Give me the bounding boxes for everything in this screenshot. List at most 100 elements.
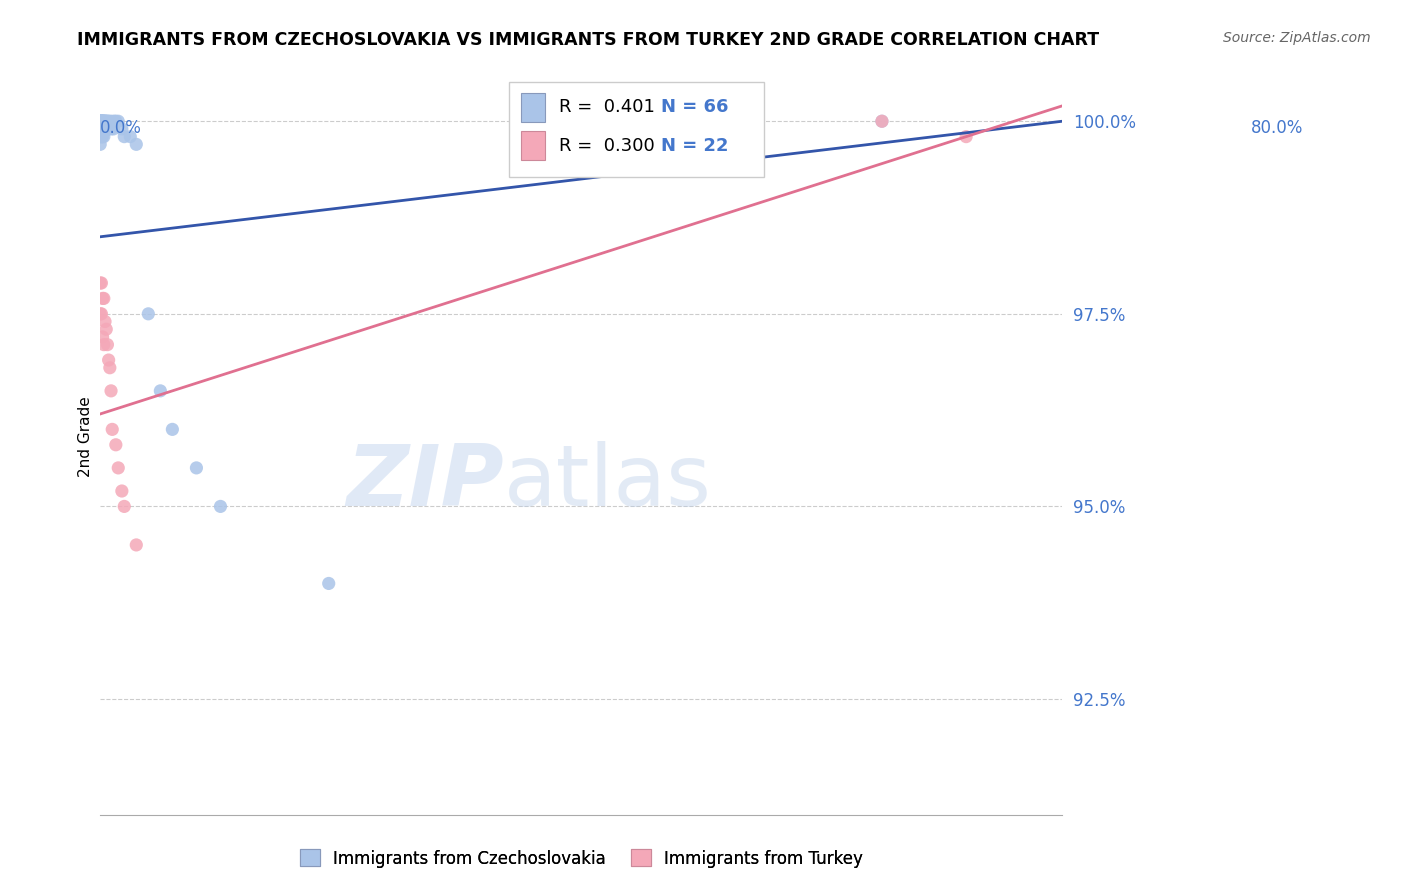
Text: N = 22: N = 22: [661, 136, 728, 154]
Point: [96, 322, 118, 336]
Point: [209, 500, 232, 514]
Point: [112, 500, 135, 514]
Point: [90, 122, 112, 136]
Point: [91, 122, 114, 136]
Point: [870, 114, 893, 128]
Point: [90, 122, 112, 136]
Point: [93, 122, 115, 136]
Point: [93, 292, 115, 306]
Point: [93, 114, 115, 128]
Point: [107, 461, 129, 475]
Text: ZIP: ZIP: [347, 441, 505, 524]
Text: Source: ZipAtlas.com: Source: ZipAtlas.com: [1223, 31, 1371, 45]
Point: [125, 538, 148, 552]
Point: [97, 122, 120, 136]
Point: [103, 122, 125, 136]
Point: [955, 129, 977, 144]
Point: [90, 114, 112, 128]
Point: [96, 122, 118, 136]
Text: R =  0.401: R = 0.401: [560, 98, 655, 116]
Point: [90, 129, 112, 144]
Point: [90, 276, 112, 290]
Point: [89, 114, 111, 128]
Point: [90, 122, 112, 136]
Point: [91, 114, 114, 128]
Point: [90, 114, 112, 128]
Point: [89, 114, 111, 128]
Text: R =  0.300: R = 0.300: [560, 136, 655, 154]
Point: [93, 129, 115, 144]
Point: [96, 122, 118, 136]
Point: [111, 483, 134, 498]
Point: [90, 307, 112, 321]
Point: [90, 114, 112, 128]
Point: [186, 461, 208, 475]
Point: [91, 114, 114, 128]
Point: [100, 122, 122, 136]
Text: IMMIGRANTS FROM CZECHOSLOVAKIA VS IMMIGRANTS FROM TURKEY 2ND GRADE CORRELATION C: IMMIGRANTS FROM CZECHOSLOVAKIA VS IMMIGR…: [77, 31, 1099, 49]
Point: [96, 114, 118, 128]
Point: [93, 114, 115, 128]
Point: [89, 129, 111, 144]
Point: [91, 292, 114, 306]
Point: [89, 276, 111, 290]
Point: [89, 114, 111, 128]
Text: N = 66: N = 66: [661, 98, 728, 116]
Point: [104, 438, 127, 452]
Point: [318, 576, 340, 591]
Point: [97, 353, 120, 368]
Point: [96, 122, 118, 136]
Point: [94, 114, 117, 128]
Point: [90, 129, 112, 144]
Point: [97, 114, 120, 128]
Point: [104, 114, 127, 128]
Point: [101, 114, 124, 128]
Point: [136, 307, 159, 321]
Point: [90, 122, 112, 136]
Point: [96, 337, 118, 351]
Point: [89, 114, 111, 128]
Point: [91, 122, 114, 136]
Y-axis label: 2nd Grade: 2nd Grade: [79, 397, 93, 477]
Point: [93, 337, 115, 351]
Point: [89, 307, 111, 321]
Point: [111, 122, 134, 136]
Point: [93, 114, 115, 128]
Point: [91, 129, 114, 144]
Point: [100, 384, 122, 398]
Text: atlas: atlas: [505, 441, 713, 524]
Point: [98, 114, 121, 128]
Point: [93, 122, 115, 136]
Point: [96, 114, 118, 128]
Point: [91, 114, 114, 128]
Point: [120, 129, 142, 144]
Point: [101, 422, 124, 436]
Point: [125, 137, 148, 152]
Text: 0.0%: 0.0%: [100, 119, 142, 136]
Point: [94, 314, 117, 328]
Point: [94, 122, 117, 136]
Point: [90, 114, 112, 128]
Point: [104, 114, 127, 128]
Point: [91, 330, 114, 344]
Point: [89, 114, 111, 128]
Point: [91, 114, 114, 128]
Point: [91, 122, 114, 136]
Point: [94, 114, 117, 128]
Point: [107, 114, 129, 128]
Point: [89, 122, 111, 136]
Point: [162, 422, 184, 436]
Point: [90, 114, 112, 128]
Point: [94, 122, 117, 136]
Point: [90, 114, 112, 128]
Point: [89, 122, 111, 136]
Point: [98, 360, 121, 375]
Text: 80.0%: 80.0%: [1250, 119, 1303, 136]
Bar: [520, 93, 544, 121]
Point: [112, 129, 135, 144]
Point: [870, 114, 893, 128]
Point: [149, 384, 172, 398]
Legend: Immigrants from Czechoslovakia, Immigrants from Turkey: Immigrants from Czechoslovakia, Immigran…: [292, 843, 869, 874]
Bar: [509, 82, 763, 177]
Point: [96, 114, 118, 128]
